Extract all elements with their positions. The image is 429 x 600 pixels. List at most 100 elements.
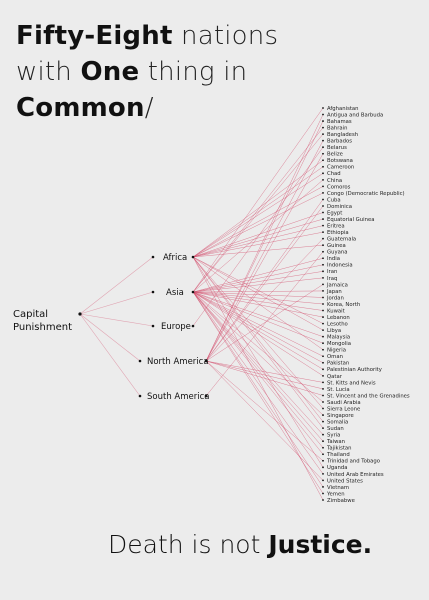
country-label-singapore: Singapore: [327, 413, 354, 419]
region-label-south-america: South America: [147, 392, 209, 402]
country-label-chad: Chad: [327, 171, 341, 177]
link-africa-botswana: [192, 160, 324, 258]
link-asia-tajikistan: [192, 291, 324, 448]
country-dot-lesotho: [322, 322, 324, 325]
country-dot-united-states: [322, 479, 324, 482]
country-dot-malaysia: [322, 335, 324, 338]
country-dot-indonesia: [322, 263, 324, 266]
link-asia-malaysia: [192, 291, 324, 337]
country-label-oman: Oman: [327, 354, 343, 360]
region-label-africa: Africa: [163, 253, 187, 263]
country-label-mongolia: Mongolia: [327, 341, 351, 347]
root-node: Capital Punishment: [13, 309, 82, 333]
country-dot-bangladesh: [322, 133, 324, 136]
country-dot-libya: [322, 329, 324, 332]
country-label-guinea: Guinea: [327, 243, 346, 249]
country-dot-tajikistan: [322, 446, 324, 449]
region-dot-right-europe: [191, 324, 195, 328]
country-dot-antigua-and-barbuda: [322, 113, 324, 116]
region-label-europe: Europe: [161, 322, 191, 332]
link-asia-qatar: [192, 291, 324, 377]
country-dot-syria: [322, 433, 324, 436]
country-label-guyana: Guyana: [327, 250, 347, 256]
country-label-united-arab-emirates: United Arab Emirates: [327, 472, 384, 478]
country-dot-india: [322, 257, 324, 260]
link-north-america-st-lucia: [205, 360, 324, 390]
link-asia-singapore: [192, 291, 324, 416]
region-dot-right-south-america: [204, 394, 208, 398]
country-label-iraq: Iraq: [327, 276, 337, 282]
country-dot-guinea: [322, 244, 324, 247]
country-label-sierra-leone: Sierra Leone: [327, 406, 360, 412]
link-asia-iran: [192, 271, 324, 293]
title-line-3: Common/: [16, 93, 154, 123]
link-asia-yemen: [192, 291, 324, 494]
country-dot-dominica: [322, 205, 324, 207]
link-asia-pakistan: [192, 291, 324, 363]
link-north-america-st-kitts-and-nevis: [205, 360, 324, 383]
country-label-bangladesh: Bangladesh: [327, 132, 358, 138]
country-label-guatemala: Guatemala: [327, 237, 356, 243]
link-africa-eritrea: [192, 225, 324, 258]
country-dot-guatemala: [322, 237, 324, 240]
country-dot-vietnam: [322, 486, 324, 488]
country-label-pakistan: Pakistan: [327, 361, 349, 367]
region-label-asia: Asia: [166, 288, 184, 298]
link-asia-vietnam: [192, 291, 324, 488]
region-dot-left-asia: [151, 290, 155, 294]
country-label-eritrea: Eritrea: [327, 224, 345, 230]
country-label-zimbabwe: Zimbabwe: [327, 498, 355, 504]
link-africa-comoros: [192, 186, 324, 258]
link-asia-china: [192, 179, 324, 293]
link-africa-egypt: [192, 212, 324, 258]
country-dot-iran: [322, 270, 324, 273]
country-dot-cameroon: [322, 165, 324, 168]
link-africa-sierra-leone: [192, 256, 324, 409]
link-asia-oman: [192, 291, 324, 357]
country-label-palestinian-authority: Palestinian Authority: [327, 367, 382, 373]
country-label-india: India: [327, 256, 340, 262]
country-label-antigua-and-barbuda: Antigua and Barbuda: [327, 112, 383, 118]
link-asia-bahrain: [192, 127, 324, 293]
link-north-america-cuba: [205, 199, 324, 362]
country-label-qatar: Qatar: [327, 374, 343, 380]
country-dot-jordan: [322, 296, 324, 299]
country-dot-zimbabwe: [322, 499, 324, 501]
link-asia-palestinian-authority: [192, 291, 324, 370]
country-dot-singapore: [322, 414, 324, 416]
country-label-yemen: Yemen: [326, 491, 345, 497]
root-dot: [78, 312, 82, 316]
country-label-libya: Libya: [327, 328, 341, 334]
country-label-cuba: Cuba: [327, 197, 341, 203]
region-dot-left-south-america: [138, 394, 142, 398]
link-africa-cameroon: [192, 166, 324, 258]
country-label-comoros: Comoros: [327, 184, 351, 190]
country-label-st-kitts-and-nevis: St. Kitts and Nevis: [327, 380, 376, 386]
country-label-bahamas: Bahamas: [327, 119, 352, 125]
country-dot-mongolia: [322, 342, 324, 345]
country-dot-barbados: [322, 139, 324, 142]
country-dot-equatorial-guinea: [322, 218, 324, 220]
country-dot-iraq: [322, 276, 324, 279]
link-north-america-belize: [205, 153, 324, 362]
link-asia-united-arab-emirates: [192, 291, 324, 474]
country-label-nigeria: Nigeria: [327, 348, 346, 354]
country-dot-comoros: [322, 185, 324, 188]
root-label-line-2: Punishment: [13, 322, 72, 333]
country-label-jordan: Jordan: [326, 295, 344, 301]
country-label-cameroon: Cameroon: [327, 165, 354, 171]
country-label-st-lucia: St. Lucia: [327, 387, 350, 393]
country-dot-botswana: [322, 159, 324, 162]
country-dot-jamaica: [322, 283, 324, 286]
link-north-america-barbados: [205, 140, 324, 362]
country-label-belize: Belize: [327, 152, 343, 158]
link-asia-thailand: [192, 291, 324, 455]
country-dot-thailand: [322, 453, 324, 456]
link-europe-belarus: [192, 147, 324, 327]
country-dot-belize: [322, 152, 324, 155]
region-dot-right-africa: [191, 255, 195, 259]
link-south-america-guyana: [205, 251, 324, 397]
link-africa-libya: [192, 256, 324, 331]
region-dot-left-africa: [151, 255, 155, 259]
country-label-botswana: Botswana: [327, 158, 353, 164]
